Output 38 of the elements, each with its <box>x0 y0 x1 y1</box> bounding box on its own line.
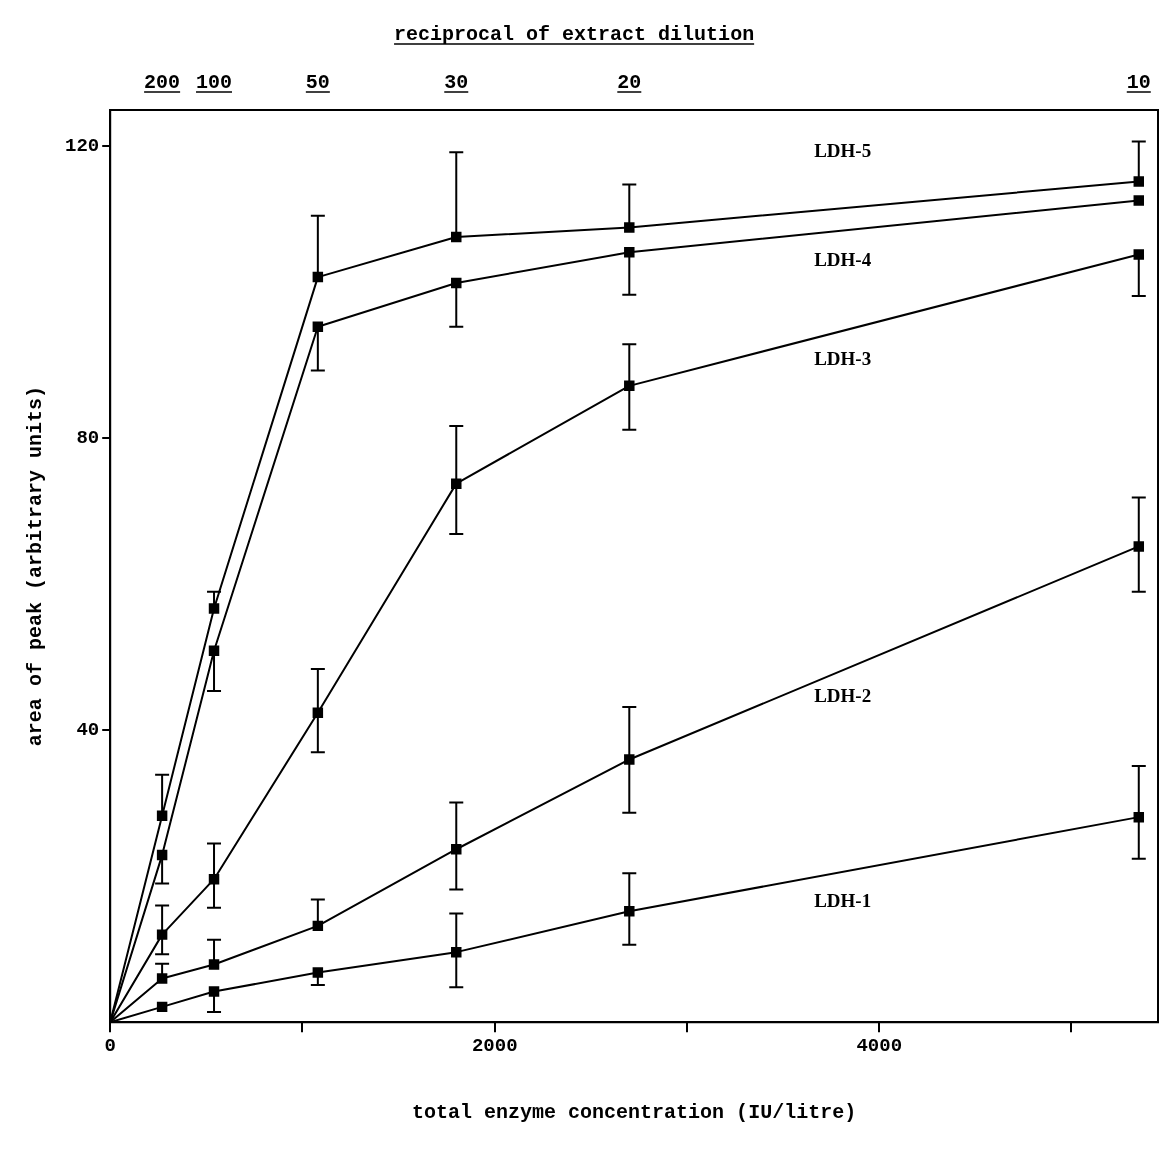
point <box>1133 249 1145 260</box>
point <box>208 986 220 997</box>
point <box>451 277 462 289</box>
point <box>451 231 462 243</box>
series-label: LDH-3 <box>814 347 872 369</box>
point <box>208 959 220 970</box>
text: 100 <box>196 71 233 94</box>
point <box>1133 176 1145 187</box>
text: reciprocal of extract dilution <box>394 23 755 46</box>
point <box>624 906 635 917</box>
text: LDH-5 <box>814 140 872 162</box>
point <box>624 247 635 258</box>
x-tick-label: 4000 <box>856 1035 903 1058</box>
y-axis-title: area of peak (arbitrary units) <box>24 386 48 747</box>
point <box>312 321 324 332</box>
x-tick-label: 0 <box>104 1035 116 1058</box>
text: 10 <box>1126 71 1151 94</box>
text: 20 <box>617 71 642 94</box>
point <box>451 478 462 489</box>
point <box>208 603 220 614</box>
point <box>624 222 635 233</box>
point <box>156 1001 168 1013</box>
series-label: LDH-1 <box>814 889 872 911</box>
series-label: LDH-2 <box>814 685 872 707</box>
text: 30 <box>444 71 469 94</box>
point <box>624 754 635 765</box>
x-tick-label: 2000 <box>471 1035 518 1058</box>
point <box>1133 195 1145 206</box>
text: 200 <box>144 71 181 94</box>
y-tick-label: 120 <box>64 135 100 158</box>
text: 50 <box>305 71 330 94</box>
point <box>312 967 324 978</box>
y-tick-label: 80 <box>76 427 100 450</box>
y-tick-label: 40 <box>76 719 100 742</box>
point <box>156 973 168 984</box>
series-label: LDH-4 <box>814 249 872 271</box>
x-axis-title: total enzyme concentration (IU/litre) <box>412 1101 857 1125</box>
point <box>156 810 168 821</box>
